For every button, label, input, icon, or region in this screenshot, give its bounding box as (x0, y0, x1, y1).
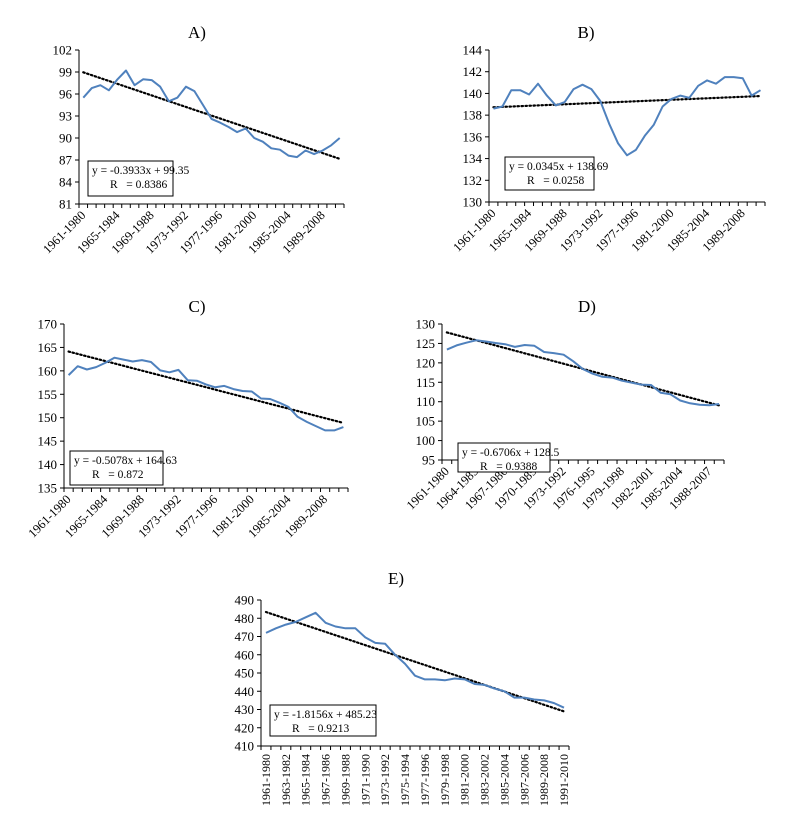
chart-panel: B)1301321341361381401421441961-19801965-… (450, 23, 766, 254)
equation-box (504, 156, 595, 191)
y-tick-label: 87 (59, 153, 73, 168)
y-tick-label: 170 (38, 317, 58, 332)
equation-box (87, 160, 174, 197)
x-tick-label: 1971-1990 (358, 754, 372, 806)
y-tick-label: 90 (59, 131, 72, 146)
y-tick-label: 84 (59, 175, 73, 190)
trend-line (67, 350, 345, 425)
x-tick-label: 1989-2008 (537, 754, 551, 806)
equation-box (457, 442, 551, 473)
y-tick-label: 460 (235, 647, 255, 662)
y-tick-label: 120 (416, 355, 436, 370)
x-tick-label: 1991-2010 (557, 754, 571, 806)
r-value-label: R = 0.9388 (480, 461, 538, 473)
x-tick-label: 1981-2000 (458, 754, 472, 806)
y-tick-label: 95 (422, 453, 435, 468)
y-tick-label: 96 (59, 87, 73, 102)
y-tick-label: 144 (463, 43, 483, 58)
chart-title: B) (578, 23, 595, 42)
series-line (82, 69, 341, 159)
r-value-label: R = 0.9213 (292, 723, 350, 735)
r-value-label: R = 0.872 (92, 469, 144, 481)
series-line (67, 356, 344, 432)
equation-label: y = -0.6706x + 128.5 (462, 447, 560, 459)
chart-panel: D)951001051101151201251301961-19801964-1… (404, 297, 725, 512)
x-tick-label: 1985-2004 (497, 754, 511, 806)
series-line (446, 339, 720, 407)
y-tick-label: 142 (463, 64, 483, 79)
x-tick-label: 1979-1998 (438, 754, 452, 806)
chart-title: C) (189, 297, 206, 316)
y-tick-label: 115 (416, 375, 435, 390)
chart-title: A) (188, 23, 206, 42)
y-tick-label: 150 (38, 410, 58, 425)
y-tick-label: 130 (463, 195, 483, 210)
r-value-label: R = 0.8386 (110, 179, 168, 191)
y-tick-label: 155 (38, 387, 58, 402)
series-line (265, 611, 565, 709)
x-tick-label: 1967-1986 (319, 754, 333, 806)
y-tick-label: 132 (463, 173, 483, 188)
x-tick-label: 1975-1994 (398, 754, 412, 806)
x-tick-label: 1963-1982 (279, 754, 293, 806)
y-tick-label: 165 (38, 340, 58, 355)
equation-box (69, 450, 164, 486)
y-tick-label: 125 (416, 336, 436, 351)
chart-panel: C)1351401451501551601651701961-19801965-… (25, 297, 349, 540)
chart-title: E) (388, 569, 404, 588)
equation-label: y = -1.8156x + 485.23 (274, 709, 377, 721)
y-tick-label: 105 (416, 414, 436, 429)
y-tick-label: 430 (235, 702, 255, 717)
y-tick-label: 81 (59, 197, 72, 212)
y-tick-label: 130 (416, 317, 436, 332)
y-tick-label: 420 (235, 720, 255, 735)
x-tick-label: 1973-1992 (378, 754, 392, 806)
equation-label: y = -0.5078x + 164.63 (74, 455, 177, 467)
x-tick-label: 1977-1996 (418, 754, 432, 806)
x-tick-label: 1983-2002 (478, 754, 492, 806)
y-tick-label: 160 (38, 363, 58, 378)
x-tick-label: 1987-2006 (517, 754, 531, 806)
x-tick-label: 1969-1988 (338, 754, 352, 806)
x-tick-label: 1965-1984 (299, 754, 313, 806)
trend-line (492, 94, 762, 109)
y-tick-label: 136 (463, 129, 483, 144)
y-tick-label: 135 (38, 481, 58, 496)
equation-label: y = -0.3933x + 99.35 (92, 165, 190, 177)
y-tick-label: 440 (235, 684, 255, 699)
chart-title: D) (578, 297, 596, 316)
y-tick-label: 480 (235, 611, 255, 626)
y-tick-label: 134 (463, 151, 483, 166)
series-line (493, 76, 762, 157)
y-tick-label: 450 (235, 666, 255, 681)
y-tick-label: 99 (59, 65, 72, 80)
chart-panel: A)818487909396991021961-19801965-1984196… (40, 23, 345, 256)
y-tick-label: 140 (38, 457, 58, 472)
equation-box (269, 704, 377, 737)
y-tick-label: 470 (235, 629, 255, 644)
y-tick-label: 102 (53, 43, 73, 58)
y-tick-label: 110 (416, 394, 435, 409)
trend-line (264, 610, 566, 713)
equation-label: y = 0.0345x + 138.69 (509, 161, 608, 173)
trend-line (82, 71, 341, 160)
y-tick-label: 145 (38, 434, 58, 449)
y-tick-label: 140 (463, 86, 483, 101)
x-tick-label: 1961-1980 (259, 754, 273, 806)
y-tick-label: 138 (463, 108, 483, 123)
chart-panel: E) 410 420 430 440 450 460 470 480 490 1961-1980 19… (235, 569, 572, 806)
y-tick-label: 410 (235, 739, 255, 754)
y-tick-label: 490 (235, 593, 255, 608)
r-value-label: R = 0.0258 (527, 175, 585, 187)
y-tick-label: 100 (416, 433, 436, 448)
y-tick-label: 93 (59, 109, 72, 124)
